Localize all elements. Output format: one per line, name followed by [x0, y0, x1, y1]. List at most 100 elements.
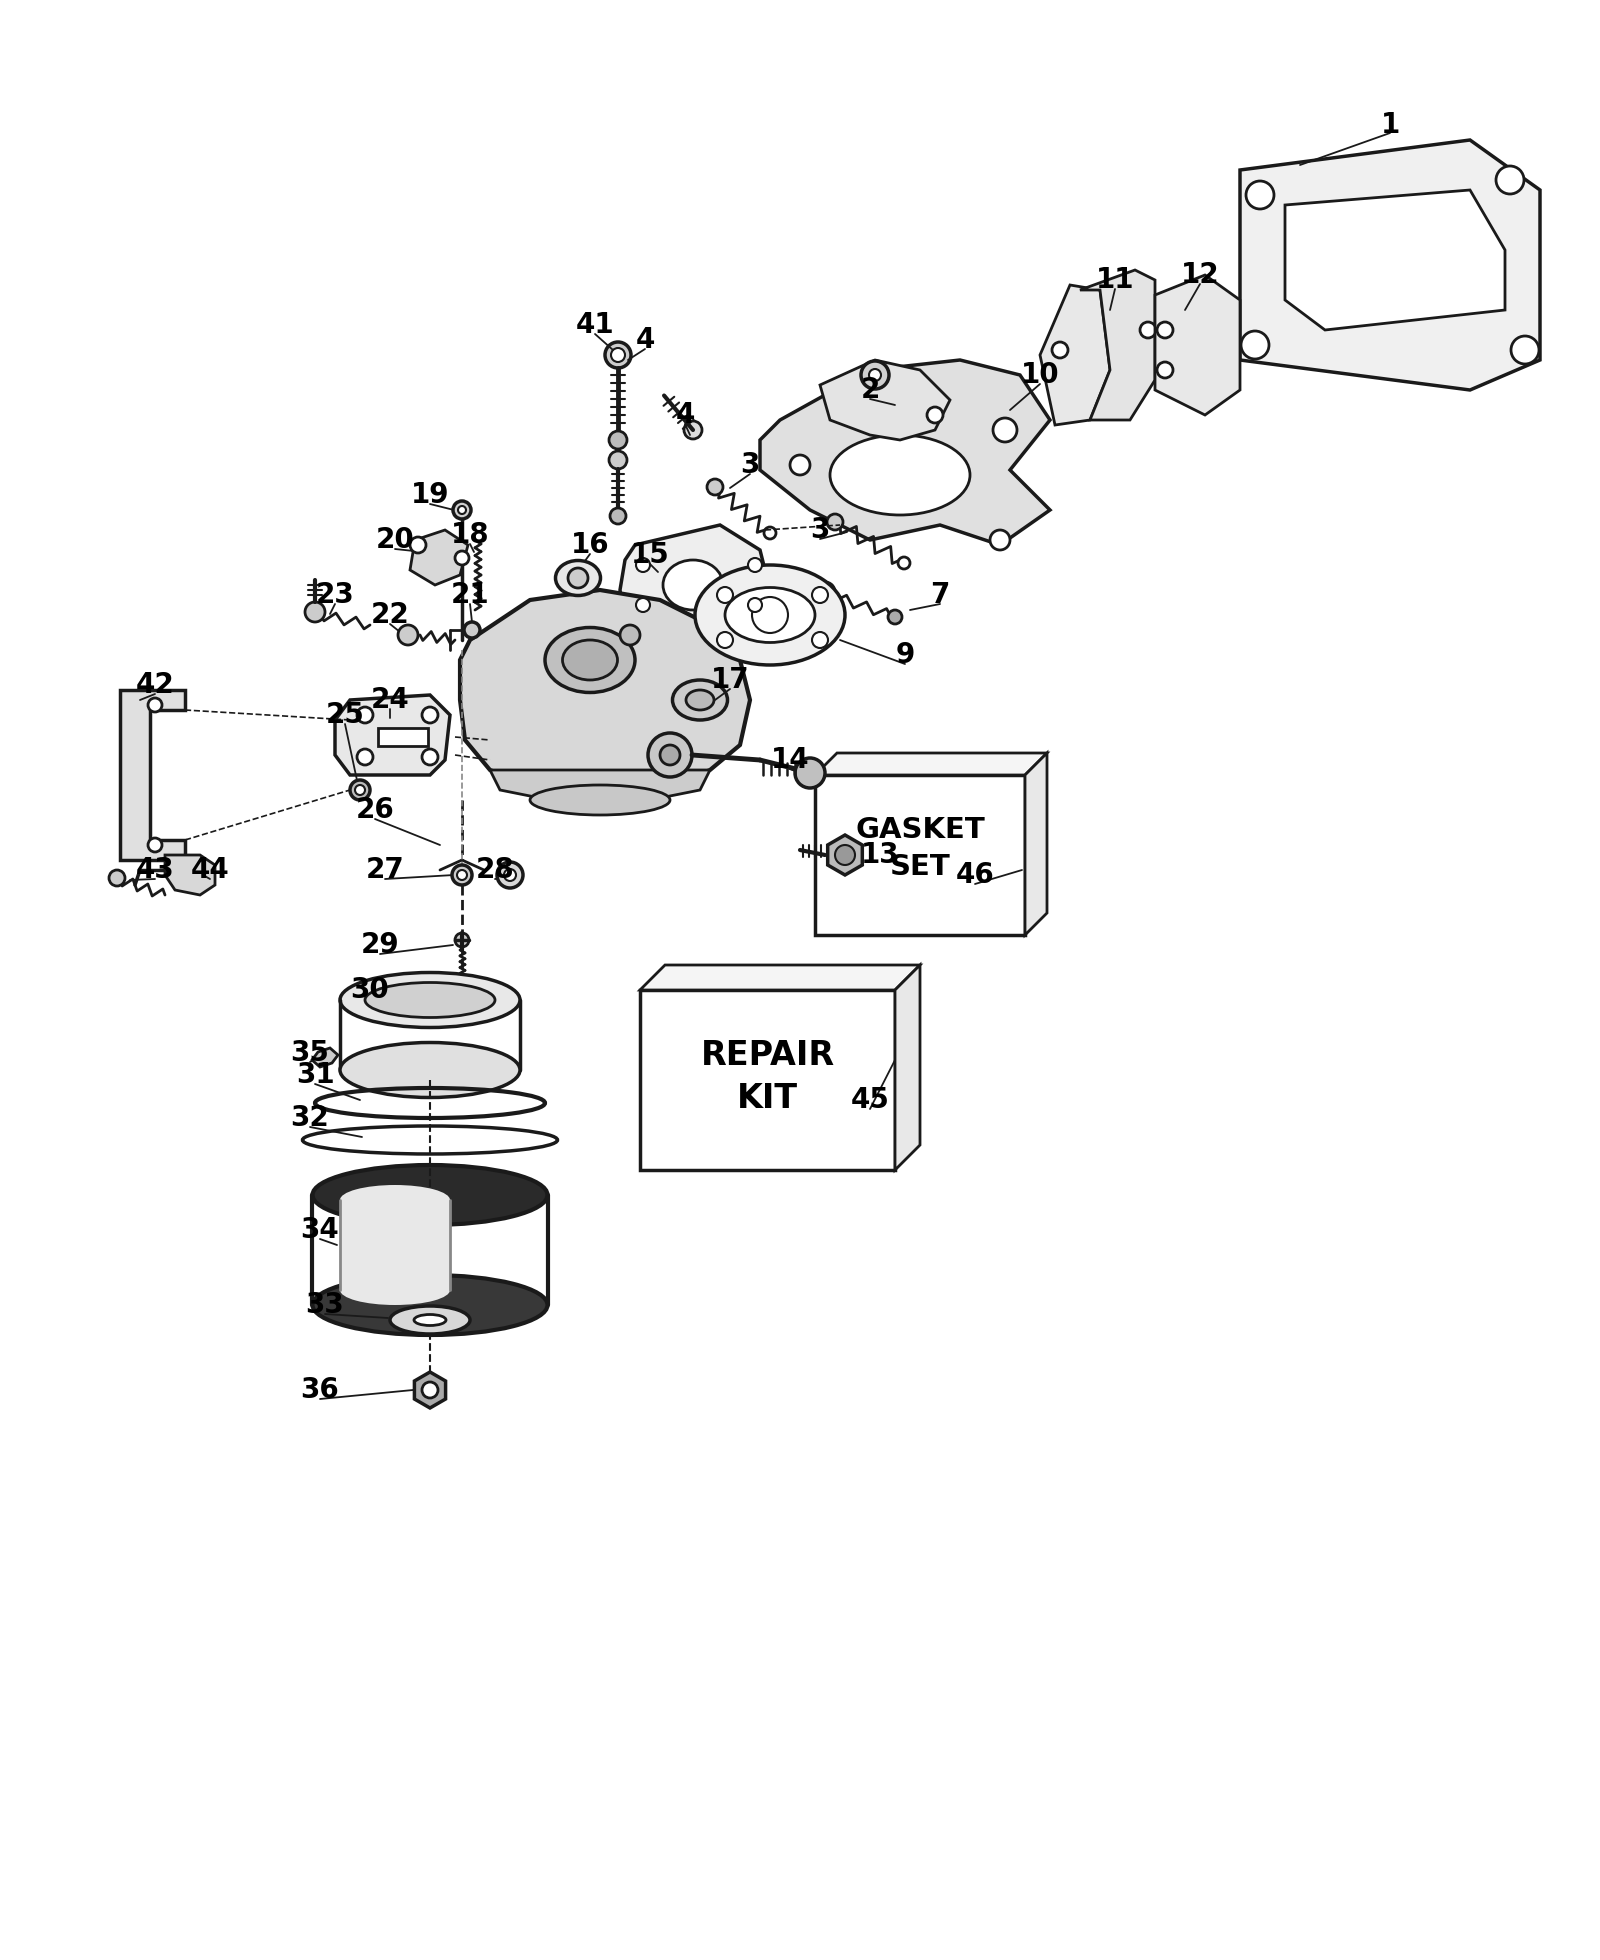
- Circle shape: [637, 559, 650, 572]
- Polygon shape: [1285, 190, 1506, 329]
- Text: 20: 20: [376, 525, 414, 555]
- Circle shape: [458, 870, 467, 880]
- Text: 44: 44: [190, 857, 229, 884]
- Polygon shape: [814, 753, 1046, 774]
- Polygon shape: [1240, 139, 1539, 390]
- Circle shape: [926, 408, 942, 423]
- Circle shape: [355, 786, 365, 796]
- Circle shape: [994, 417, 1018, 443]
- Text: 10: 10: [1021, 361, 1059, 388]
- Text: 33: 33: [306, 1292, 344, 1319]
- Text: 3: 3: [741, 451, 760, 478]
- Ellipse shape: [312, 1164, 547, 1225]
- Circle shape: [749, 598, 762, 612]
- Text: 43: 43: [136, 857, 174, 884]
- Ellipse shape: [339, 972, 520, 1027]
- Text: 45: 45: [851, 1086, 890, 1113]
- Circle shape: [869, 368, 882, 380]
- Text: 23: 23: [315, 580, 354, 610]
- Circle shape: [109, 870, 125, 886]
- Circle shape: [610, 508, 626, 523]
- Text: 9: 9: [896, 641, 915, 668]
- Circle shape: [611, 349, 626, 363]
- Text: 4: 4: [675, 402, 694, 429]
- Text: 29: 29: [360, 931, 400, 958]
- Polygon shape: [312, 1049, 338, 1066]
- Circle shape: [717, 631, 733, 649]
- Ellipse shape: [686, 690, 714, 710]
- Circle shape: [410, 537, 426, 553]
- Circle shape: [1246, 180, 1274, 210]
- Circle shape: [888, 610, 902, 623]
- Polygon shape: [1040, 284, 1110, 425]
- Ellipse shape: [662, 561, 723, 610]
- Circle shape: [835, 845, 854, 864]
- Text: 28: 28: [475, 857, 514, 884]
- Circle shape: [813, 586, 829, 604]
- Text: SET: SET: [890, 853, 950, 880]
- Circle shape: [398, 625, 418, 645]
- Ellipse shape: [390, 1305, 470, 1335]
- Ellipse shape: [312, 1276, 547, 1335]
- Text: REPAIR: REPAIR: [701, 1039, 835, 1072]
- Circle shape: [350, 780, 370, 800]
- Text: 2: 2: [861, 376, 880, 404]
- Polygon shape: [827, 835, 862, 874]
- Circle shape: [605, 341, 630, 368]
- Text: 46: 46: [955, 860, 994, 890]
- Text: 27: 27: [366, 857, 405, 884]
- Polygon shape: [760, 361, 1050, 545]
- Circle shape: [827, 514, 843, 529]
- Ellipse shape: [555, 561, 600, 596]
- Polygon shape: [1155, 274, 1240, 416]
- Circle shape: [422, 708, 438, 723]
- Polygon shape: [410, 529, 467, 584]
- Circle shape: [861, 361, 890, 388]
- Ellipse shape: [546, 627, 635, 692]
- Circle shape: [752, 598, 787, 633]
- Text: 17: 17: [710, 666, 749, 694]
- Text: 12: 12: [1181, 261, 1219, 288]
- Circle shape: [498, 862, 523, 888]
- Text: 41: 41: [576, 312, 614, 339]
- Circle shape: [357, 708, 373, 723]
- Circle shape: [1496, 167, 1523, 194]
- Text: GASKET: GASKET: [854, 815, 986, 845]
- Ellipse shape: [339, 1186, 450, 1215]
- Text: 16: 16: [571, 531, 610, 559]
- Circle shape: [1157, 321, 1173, 337]
- Ellipse shape: [414, 1315, 446, 1325]
- Circle shape: [568, 568, 589, 588]
- Circle shape: [306, 602, 325, 621]
- Circle shape: [790, 455, 810, 474]
- Polygon shape: [414, 1372, 445, 1407]
- Circle shape: [454, 551, 469, 564]
- Circle shape: [862, 372, 898, 408]
- Circle shape: [814, 582, 835, 602]
- Text: 3: 3: [810, 515, 830, 545]
- Circle shape: [464, 621, 480, 639]
- Ellipse shape: [694, 564, 845, 664]
- Text: 7: 7: [930, 580, 950, 610]
- Text: 14: 14: [771, 747, 810, 774]
- Circle shape: [637, 598, 650, 612]
- Bar: [814, 774, 1026, 935]
- Text: 21: 21: [451, 580, 490, 610]
- Text: 15: 15: [630, 541, 669, 568]
- Ellipse shape: [830, 435, 970, 515]
- Circle shape: [813, 631, 829, 649]
- Circle shape: [685, 421, 702, 439]
- Circle shape: [147, 839, 162, 853]
- Circle shape: [504, 868, 515, 880]
- Circle shape: [621, 625, 640, 645]
- Circle shape: [610, 431, 627, 449]
- Text: 36: 36: [301, 1376, 339, 1403]
- Circle shape: [1157, 363, 1173, 378]
- Circle shape: [661, 745, 680, 764]
- Circle shape: [458, 506, 466, 514]
- Text: 35: 35: [291, 1039, 330, 1066]
- Text: 34: 34: [301, 1215, 339, 1245]
- Polygon shape: [894, 964, 920, 1170]
- Polygon shape: [334, 696, 450, 774]
- Circle shape: [990, 529, 1010, 551]
